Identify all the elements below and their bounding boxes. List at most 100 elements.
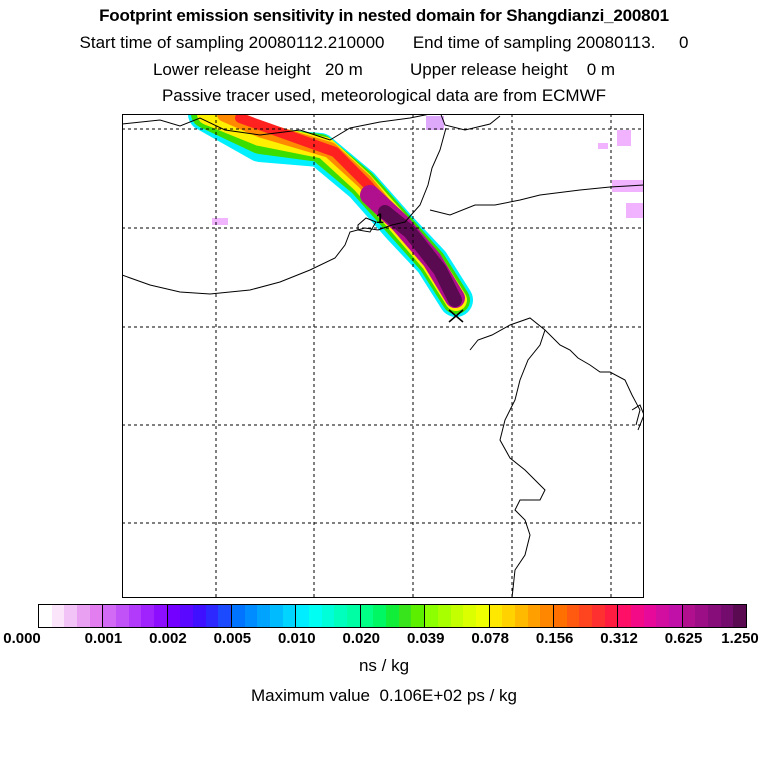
color-cell (296, 605, 310, 627)
color-cell (450, 605, 464, 627)
color-cell (630, 605, 644, 627)
color-cell (270, 605, 283, 627)
end-value: 20080113. 0 (576, 33, 689, 52)
plume-label: 1 (376, 210, 384, 226)
color-band (425, 605, 490, 627)
sampling-times: Start time of sampling 20080112.210000 E… (0, 33, 768, 53)
color-cell (321, 605, 335, 627)
map-frame (122, 114, 644, 598)
end-label: End time of sampling (412, 33, 572, 52)
color-cell (116, 605, 129, 627)
emission-plume (188, 114, 473, 317)
x-marker-icon (448, 309, 464, 323)
color-scale-bar (38, 604, 747, 628)
color-band (618, 605, 683, 627)
color-cell (643, 605, 657, 627)
coast-liaodong (391, 127, 447, 226)
color-cell (334, 605, 348, 627)
color-cell (527, 605, 541, 627)
color-cell (347, 605, 360, 627)
scale-tick-label: 0.005 (213, 630, 252, 647)
color-cell (502, 605, 515, 627)
color-cell (51, 605, 65, 627)
color-cell (553, 605, 567, 627)
korea-coast (469, 317, 641, 426)
color-cell (514, 605, 528, 627)
start-value: 20080112.210000 (248, 33, 385, 52)
scale-tick-label: 0.002 (149, 630, 187, 647)
scale-tick-label: 0.625 (664, 630, 703, 647)
color-cell (579, 605, 592, 627)
start-label: Start time of sampling (79, 33, 244, 52)
coast-south (499, 329, 546, 598)
upper-value: 0 m (586, 60, 616, 79)
release-heights: Lower release height 20 m Upper release … (0, 60, 768, 80)
color-cell (141, 605, 155, 627)
plume-purple (378, 205, 462, 307)
color-cell (128, 605, 142, 627)
scale-tick-label: 0.156 (535, 630, 574, 647)
color-cell (244, 605, 258, 627)
color-band (103, 605, 168, 627)
color-cell (618, 605, 631, 627)
color-cell (193, 605, 206, 627)
color-cell (463, 605, 476, 627)
color-band (296, 605, 361, 627)
color-cell (475, 605, 489, 627)
island-outline (631, 404, 644, 431)
maximum-value: Maximum value 0.106E+02 ps / kg (0, 686, 768, 706)
border-east (429, 184, 644, 216)
upper-label: Upper release height (409, 60, 568, 79)
color-cell (360, 605, 374, 627)
color-cell (425, 605, 438, 627)
lower-label: Lower release height (152, 60, 311, 79)
color-cell (566, 605, 580, 627)
scale-units: ns / kg (358, 656, 410, 675)
coast-lake (357, 217, 377, 233)
border-north (122, 114, 433, 141)
color-cell (682, 605, 696, 627)
color-cell (489, 605, 503, 627)
color-cell (180, 605, 194, 627)
color-cell (39, 605, 52, 627)
color-cell (411, 605, 425, 627)
max-label: Maximum value (250, 686, 371, 705)
scale-tick-label: 0.000 (3, 630, 41, 647)
color-cell (232, 605, 245, 627)
color-band (553, 605, 619, 627)
scale-tick-label: 0.001 (84, 630, 123, 647)
scale-tick-label: 0.312 (600, 630, 638, 647)
map-title: Footprint emission sensitivity in nested… (99, 6, 669, 25)
color-band (489, 605, 554, 627)
scale-tick-label: 0.010 (278, 630, 316, 647)
scale-tick-label: 0.039 (406, 630, 445, 647)
color-cell (720, 605, 734, 627)
color-cell (167, 605, 181, 627)
coastlines (122, 114, 644, 598)
color-cell (282, 605, 296, 627)
color-band (39, 605, 104, 627)
color-cell (733, 605, 746, 627)
lat-lon-grid (122, 114, 644, 598)
color-cell (64, 605, 78, 627)
color-cell (591, 605, 605, 627)
color-cell (707, 605, 721, 627)
color-cell (695, 605, 708, 627)
color-cell (604, 605, 618, 627)
color-cell (437, 605, 451, 627)
tracer-note: Passive tracer used, meteorological data… (161, 86, 607, 105)
scale-tick-label: 1.250 (721, 630, 759, 647)
color-band (167, 605, 233, 627)
color-cell (540, 605, 553, 627)
color-cell (373, 605, 387, 627)
color-band (360, 605, 426, 627)
color-cell (205, 605, 219, 627)
color-cell (218, 605, 232, 627)
color-cell (77, 605, 90, 627)
color-cell (668, 605, 682, 627)
color-cell (89, 605, 103, 627)
coast-east-north (440, 114, 501, 131)
coast-bohai (122, 224, 393, 295)
color-band (682, 605, 746, 627)
color-cell (386, 605, 399, 627)
